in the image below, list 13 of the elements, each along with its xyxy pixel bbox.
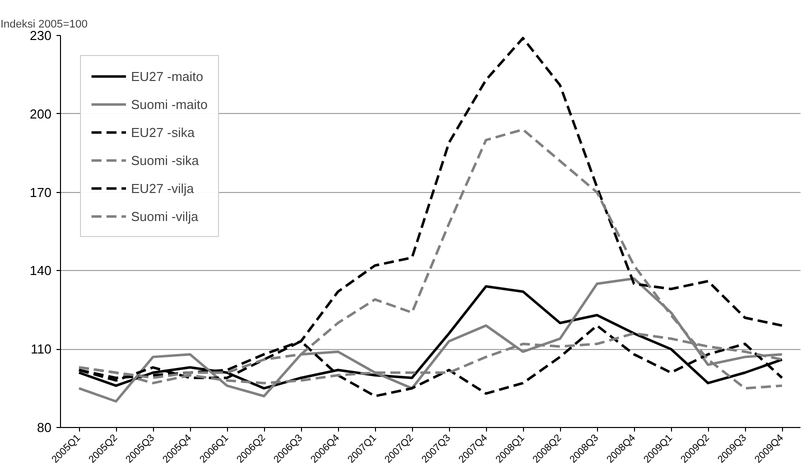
legend-label: EU27 -vilja bbox=[131, 180, 194, 196]
y-axis-title: Indeksi 2005=100 bbox=[0, 18, 88, 30]
y-tick-label: 140 bbox=[30, 263, 52, 278]
legend-label: EU27 -maito bbox=[131, 68, 204, 84]
legend-label: Suomi -vilja bbox=[131, 208, 198, 224]
legend-label: Suomi -maito bbox=[131, 96, 208, 112]
y-tick-label: 230 bbox=[30, 28, 52, 43]
legend-label: Suomi -sika bbox=[131, 152, 199, 168]
y-tick-label: 170 bbox=[30, 184, 52, 200]
y-tick-label: 110 bbox=[30, 342, 52, 357]
y-tick-label: 200 bbox=[30, 106, 52, 122]
y-tick-label: 80 bbox=[37, 420, 52, 435]
legend-label: EU27 -sika bbox=[131, 124, 195, 140]
